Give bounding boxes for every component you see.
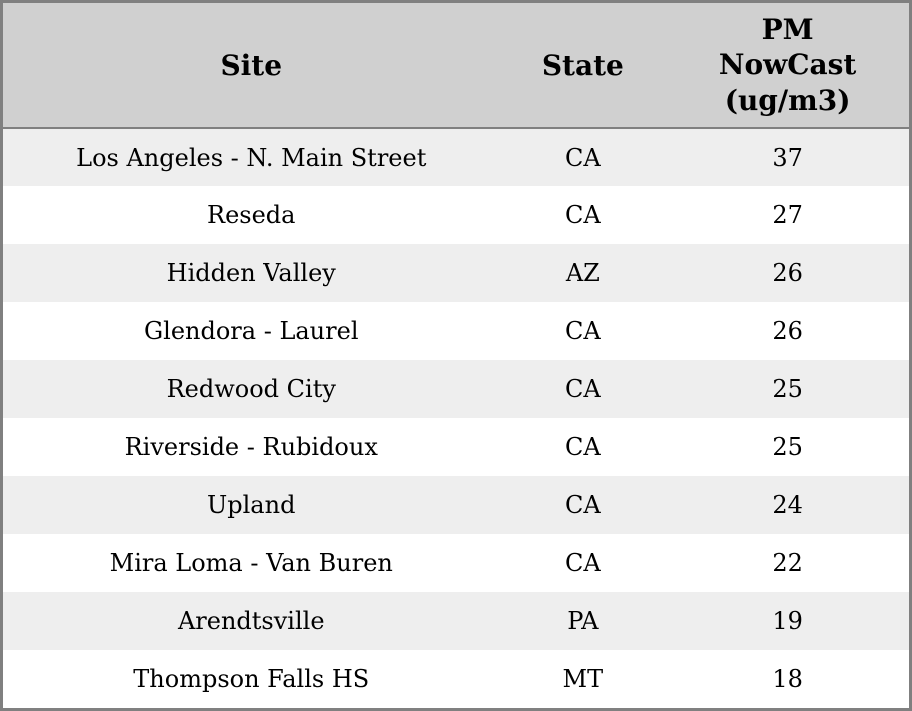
state-cell: CA [564, 317, 601, 345]
pm-value-cell: 25 [772, 433, 803, 461]
site-cell: Hidden Valley [166, 259, 336, 287]
site-cell: Riverside - Rubidoux [124, 433, 378, 461]
site-cell: Thompson Falls HS [133, 665, 370, 693]
col-header-pm-nowcast: PM NowCast (ug/m3) [666, 3, 909, 129]
pm-value-cell: 18 [772, 665, 803, 693]
state-cell: CA [564, 549, 601, 577]
table-row: Reseda CA 27 [3, 186, 909, 244]
pm-value-cell: 26 [772, 317, 803, 345]
pm-value-cell: 22 [772, 549, 803, 577]
table-row: Mira Loma - Van Buren CA 22 [3, 534, 909, 592]
site-cell: Upland [207, 491, 296, 519]
pm-value-cell: 27 [772, 201, 803, 229]
site-cell: Arendtsville [177, 607, 325, 635]
table-row: Thompson Falls HS MT 18 [3, 650, 909, 708]
site-cell: Los Angeles - N. Main Street [76, 143, 427, 172]
table-row: Los Angeles - N. Main Street CA 37 [3, 128, 909, 186]
site-cell: Redwood City [166, 375, 336, 403]
table-row: Upland CA 24 [3, 476, 909, 534]
state-cell: CA [564, 491, 601, 519]
state-cell: CA [564, 375, 601, 403]
state-cell: PA [567, 607, 599, 635]
site-cell: Reseda [207, 201, 296, 229]
pm-value-cell: 25 [772, 375, 803, 403]
pm-value-cell: 26 [772, 259, 803, 287]
table-row: Riverside - Rubidoux CA 25 [3, 418, 909, 476]
data-table: Site State PM NowCast (ug/m3) Los Angele… [3, 3, 909, 708]
table-header: Site State PM NowCast (ug/m3) [3, 3, 909, 129]
table-row: Glendora - Laurel CA 26 [3, 302, 909, 360]
table-row: Redwood City CA 25 [3, 360, 909, 418]
site-cell: Mira Loma - Van Buren [109, 549, 393, 577]
table-row: Hidden Valley AZ 26 [3, 244, 909, 302]
header-row: Site State PM NowCast (ug/m3) [3, 3, 909, 129]
state-cell: CA [564, 201, 601, 229]
state-cell: AZ [565, 259, 600, 287]
table-row: Arendtsville PA 19 [3, 592, 909, 650]
col-header-site: Site [3, 3, 500, 129]
col-header-state: State [499, 3, 667, 129]
state-cell: CA [564, 143, 601, 172]
state-cell: MT [562, 665, 604, 693]
pm-value-cell: 24 [772, 491, 803, 519]
site-cell: Glendora - Laurel [143, 317, 359, 345]
pm-value-cell: 37 [772, 143, 803, 172]
state-cell: CA [564, 433, 601, 461]
table-body: Los Angeles - N. Main Street CA 37 Reseda CA… [3, 128, 909, 708]
pm-value-cell: 19 [772, 607, 803, 635]
